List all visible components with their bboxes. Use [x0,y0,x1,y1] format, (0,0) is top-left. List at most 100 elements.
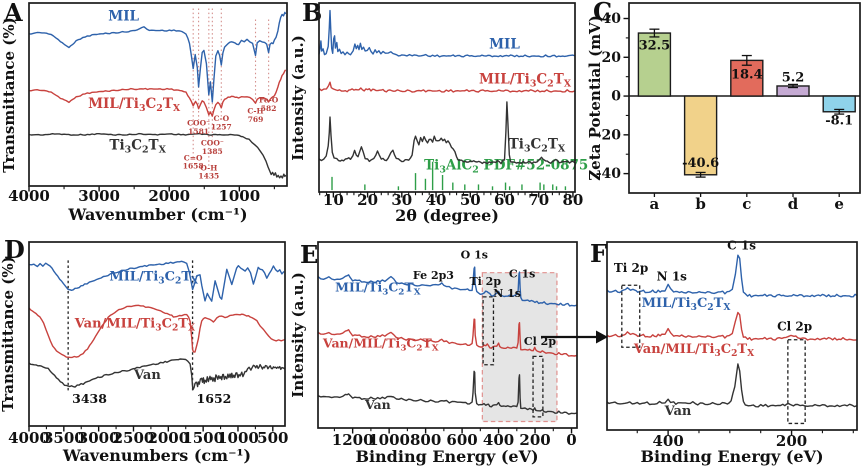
svg-text:O 1s: O 1s [461,249,488,262]
svg-text:200: 200 [519,431,550,449]
y-axis-label: Intensity (a.u.) [289,272,307,398]
svg-text:Cl 2p: Cl 2p [524,335,556,348]
svg-text:Ti 2p: Ti 2p [469,275,501,288]
svg-text:Van: Van [664,404,692,419]
svg-text:0: 0 [566,431,576,449]
svg-text:e: e [834,195,844,213]
svg-text:MIL: MIL [489,36,520,52]
svg-text:MIL/Ti3C2TX: MIL/Ti3C2TX [642,296,732,313]
svg-text:5.2: 5.2 [782,71,805,86]
svg-text:Ti3C2TX: Ti3C2TX [509,137,566,155]
plot-area: 400 200 Ti 2p N 1s C 1s Cl 2p MIL/Ti3C2TX Van/M… [606,239,858,450]
plot-area: 32.5 a -40.6 b 18.4 c 5.2 d -8.1 e 40 20 0 -20 -40 [596,2,861,213]
svg-text:4000: 4000 [8,429,50,447]
svg-text:1200: 1200 [332,431,374,449]
svg-text:1000: 1000 [368,431,410,449]
svg-text:COO⁻1581: COO⁻ 1581 [187,119,210,136]
panel-letter: A [3,0,23,27]
svg-text:50: 50 [460,191,481,209]
svg-text:MIL/Ti3C2TX: MIL/Ti3C2TX [109,270,199,287]
svg-text:Van/MIL/Ti3C2TX: Van/MIL/Ti3C2TX [74,317,196,334]
panel-d: D Transmittance (%) Wavenumbers (cm⁻¹) 4… [0,235,288,465]
svg-text:60: 60 [494,191,515,209]
zoom-arrow-icon [541,330,608,344]
y-axis-label: Zeta Potential (mV) [586,15,604,181]
svg-text:80: 80 [563,191,584,209]
svg-text:32.5: 32.5 [639,39,671,54]
x-axis-label: Wavenumbers (cm⁻¹) [62,446,251,465]
svg-text:500: 500 [257,429,288,447]
svg-text:Van: Van [364,397,391,412]
svg-text:1652: 1652 [197,391,232,406]
svg-text:Van: Van [133,368,161,383]
svg-text:-8.1: -8.1 [825,113,853,128]
svg-text:MIL/Ti3C2TX: MIL/Ti3C2TX [88,96,181,114]
svg-text:3000: 3000 [78,187,120,205]
svg-text:3500: 3500 [43,429,85,447]
panel-c: C Zeta Potential (mV) 32.5 a -40.6 b 18.4 c 5.… [586,0,861,213]
svg-text:C 1s: C 1s [727,239,756,253]
svg-text:3000: 3000 [78,429,120,447]
svg-text:COO⁻1385: COO⁻ 1385 [201,139,224,156]
svg-text:MIL/Ti3C2TX: MIL/Ti3C2TX [479,71,572,89]
svg-text:Ti3AlC2 PDF#52-0875: Ti3AlC2 PDF#52-0875 [424,157,588,175]
svg-text:18.4: 18.4 [731,68,763,83]
svg-text:MIL: MIL [108,8,139,24]
svg-text:2000: 2000 [148,187,190,205]
svg-text:1000: 1000 [218,187,260,205]
panel-letter: E [300,240,318,269]
x-axis-label: Wavenumber (cm⁻¹) [67,205,247,224]
svg-text:Ti3C2TX: Ti3C2TX [109,137,166,155]
panel-a: A Transmittance (%) Wavenumber (cm⁻¹) 40… [0,0,288,224]
svg-text:N 1s: N 1s [493,287,521,300]
svg-text:Cl 2p: Cl 2p [777,319,812,333]
svg-text:800: 800 [410,431,441,449]
plot-area: Ti3AlC2 PDF#52-0875 10 20 30 40 50 60 70 80 MIL MI… [318,2,588,209]
y-axis-label: Transmittance (%) [0,256,17,411]
panel-letter: D [4,235,25,264]
svg-text:40: 40 [426,191,447,209]
svg-text:400: 400 [483,431,514,449]
svg-text:N 1s: N 1s [657,270,687,284]
panel-b: B Intensity (a.u.) 2θ (degree) Ti3AlC2 P… [289,0,588,225]
svg-text:MIL/Ti3C2TX: MIL/Ti3C2TX [335,280,421,298]
svg-text:-40: -40 [596,166,622,182]
svg-text:a: a [650,195,660,213]
svg-text:20: 20 [602,50,622,66]
svg-text:600: 600 [446,431,477,449]
svg-text:Fe 2p3: Fe 2p3 [413,269,454,282]
panel-f: F Binding Energy (eV) 400 200 Ti 2p N 1s C 1… [590,239,858,466]
x-axis-label: Binding Energy (eV) [355,447,538,466]
plot-area: 4000 3000 2000 1000 C=O 1658 COO⁻ 1581 O-H 1435 CO… [8,2,288,205]
panel-letter: B [302,0,322,27]
svg-text:3438: 3438 [72,391,107,406]
svg-text:4000: 4000 [8,187,50,205]
svg-text:c: c [742,195,751,213]
svg-text:70: 70 [528,191,549,209]
svg-text:Van/MIL/Ti3C2TX: Van/MIL/Ti3C2TX [322,335,439,353]
svg-text:30: 30 [391,191,412,209]
svg-text:10: 10 [323,191,344,209]
svg-text:Van/MIL/Ti3C2TX: Van/MIL/Ti3C2TX [633,342,755,359]
x-axis-label: Binding Energy (eV) [640,447,823,466]
y-axis-label: Intensity (a.u.) [289,35,307,161]
svg-text:1500: 1500 [182,429,224,447]
svg-text:C 1s: C 1s [509,267,535,280]
svg-text:d: d [788,195,799,213]
svg-text:0: 0 [611,89,621,105]
panel-letter: F [590,239,607,268]
svg-text:20: 20 [357,191,378,209]
panel-letter: C [593,0,612,26]
x-axis-label: 2θ (degree) [395,206,499,225]
svg-text:2000: 2000 [147,429,189,447]
svg-text:200: 200 [776,432,807,450]
svg-text:Ti 2p: Ti 2p [614,261,648,275]
